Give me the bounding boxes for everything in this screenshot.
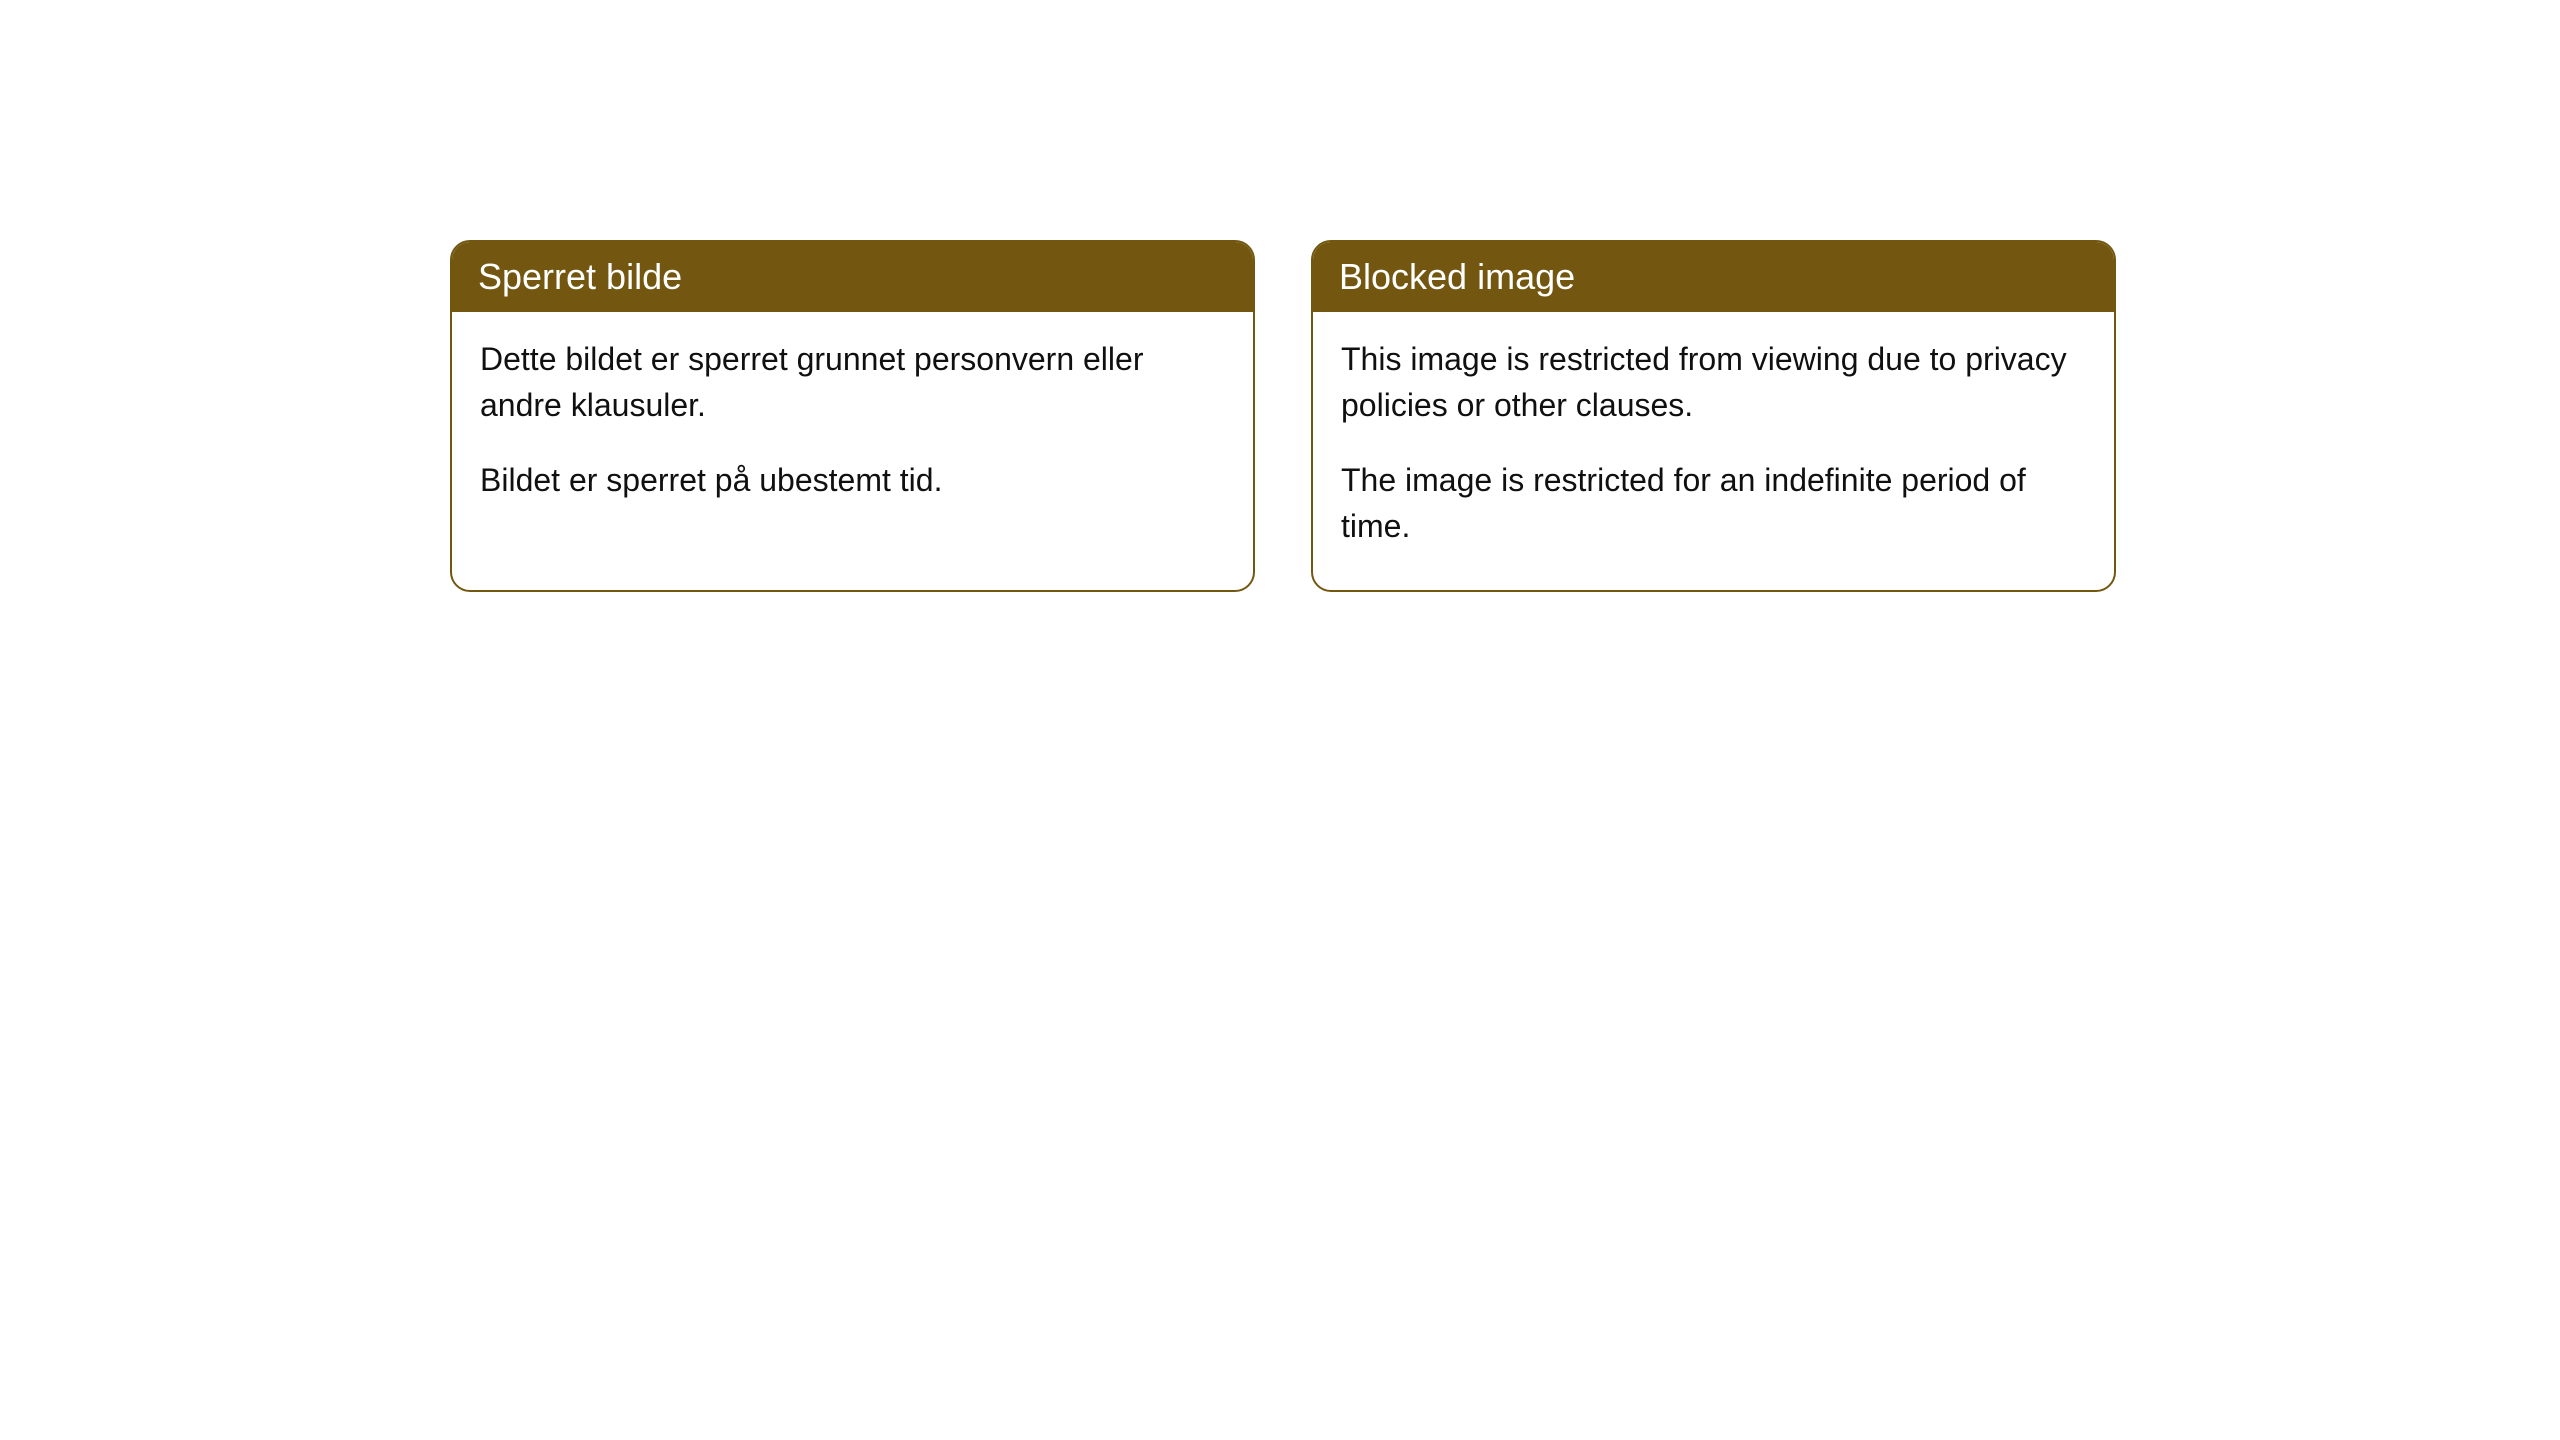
cards-container: Sperret bilde Dette bildet er sperret gr… <box>450 240 2560 592</box>
card-message-secondary: Bildet er sperret på ubestemt tid. <box>480 457 1225 503</box>
blocked-image-card-norwegian: Sperret bilde Dette bildet er sperret gr… <box>450 240 1255 592</box>
card-message-secondary: The image is restricted for an indefinit… <box>1341 457 2086 550</box>
blocked-image-card-english: Blocked image This image is restricted f… <box>1311 240 2116 592</box>
card-body: Dette bildet er sperret grunnet personve… <box>452 312 1253 543</box>
card-body: This image is restricted from viewing du… <box>1313 312 2114 590</box>
card-message-primary: Dette bildet er sperret grunnet personve… <box>480 336 1225 429</box>
card-header: Blocked image <box>1313 242 2114 312</box>
card-message-primary: This image is restricted from viewing du… <box>1341 336 2086 429</box>
card-header: Sperret bilde <box>452 242 1253 312</box>
